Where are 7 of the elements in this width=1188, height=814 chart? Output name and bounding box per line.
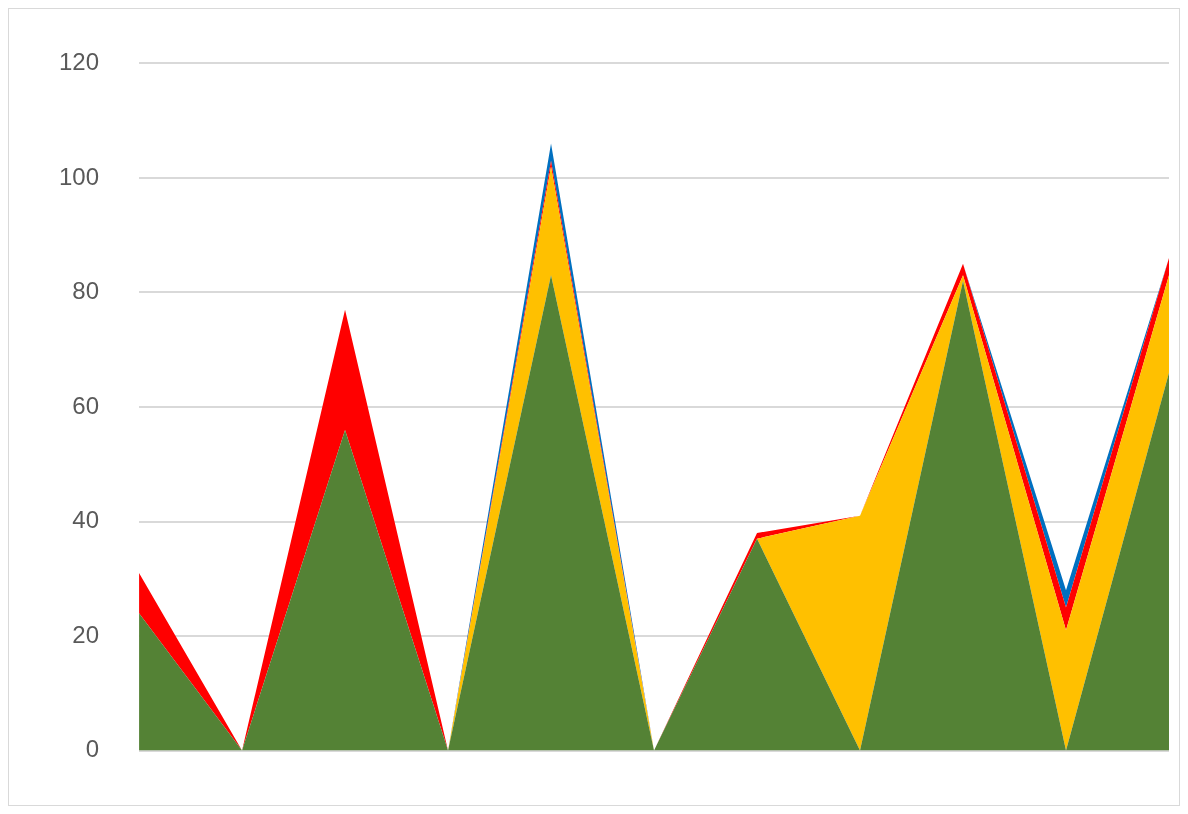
y-tick-label: 40 <box>72 506 100 534</box>
y-tick-label: 60 <box>72 391 100 419</box>
y-tick-label: 120 <box>59 48 100 76</box>
y-tick-label: 0 <box>85 735 100 763</box>
y-tick-label: 100 <box>59 162 100 190</box>
y-tick-label: 80 <box>72 277 100 305</box>
y-tick-label: 20 <box>72 620 100 648</box>
